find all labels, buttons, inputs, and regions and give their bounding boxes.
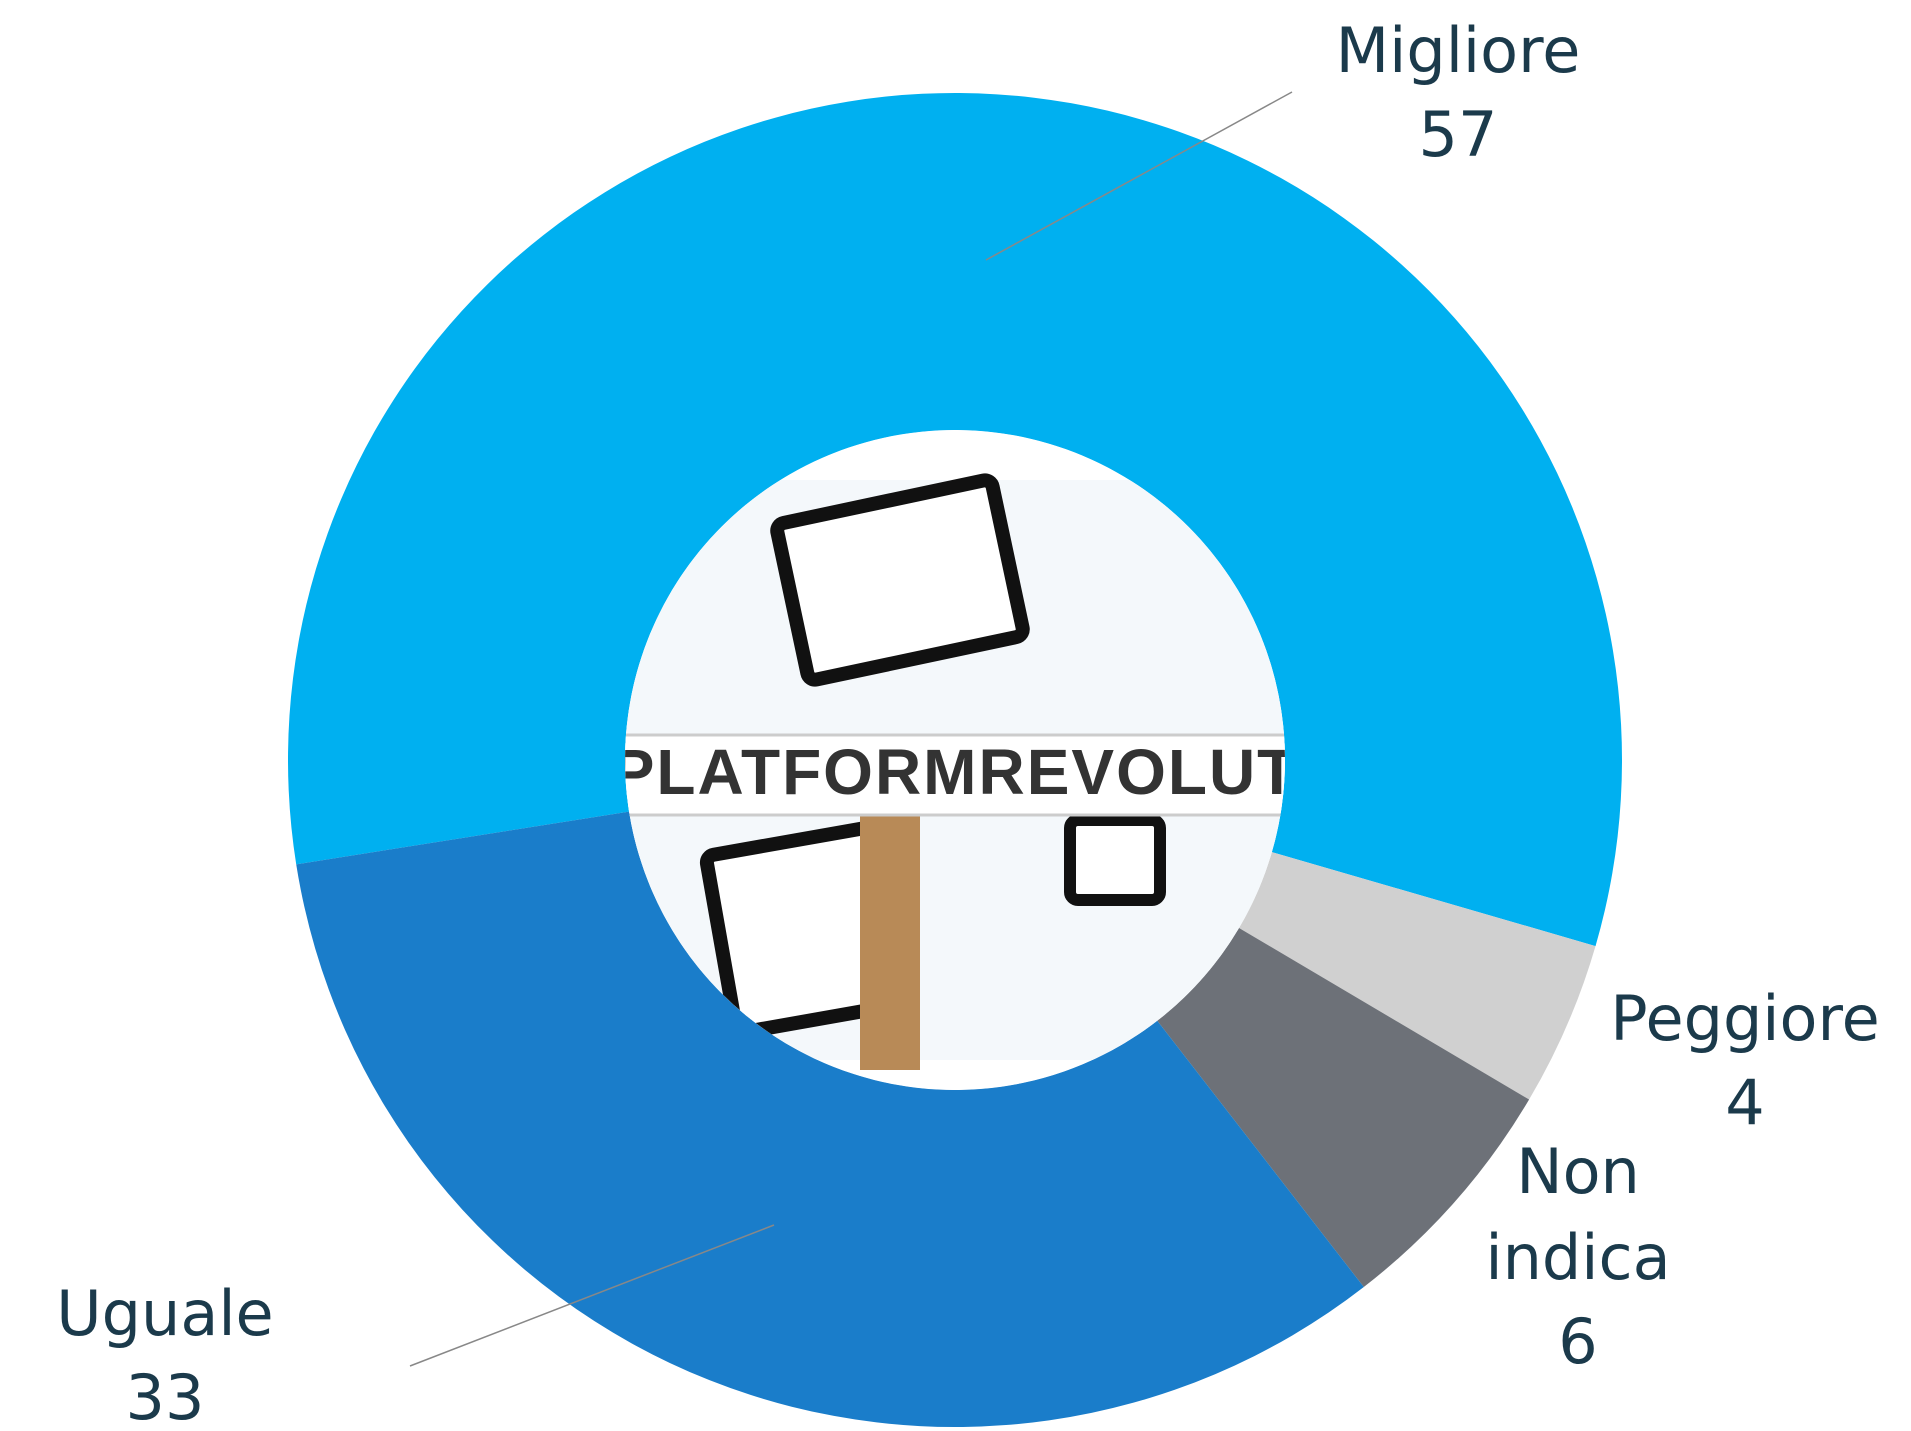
donut-slice xyxy=(288,93,1623,947)
center-text: PLATFORMREVOLUT xyxy=(612,736,1299,808)
arm-shape xyxy=(860,810,920,1070)
value-label: 4 xyxy=(1725,1066,1764,1139)
donut-slice xyxy=(1157,927,1530,1288)
laptop-icon xyxy=(770,473,1030,687)
slice-label: Non indica xyxy=(1485,1135,1670,1294)
slice-label: Peggiore xyxy=(1610,982,1879,1055)
leader-line xyxy=(985,91,1293,261)
slice-label: Uguale xyxy=(56,1277,273,1350)
phone-icon xyxy=(1064,814,1166,906)
donut xyxy=(288,93,1623,1427)
center-image: PLATFORMREVOLUT xyxy=(612,430,1299,1090)
slice-label: Migliore xyxy=(1336,14,1581,87)
value-label: 33 xyxy=(126,1361,205,1431)
banner xyxy=(625,733,1285,817)
value-label: 57 xyxy=(1419,98,1498,171)
leader-line xyxy=(409,1224,775,1367)
donut-slice xyxy=(1239,852,1596,1100)
value-label: 6 xyxy=(1558,1305,1597,1378)
donut-slice xyxy=(296,811,1364,1427)
